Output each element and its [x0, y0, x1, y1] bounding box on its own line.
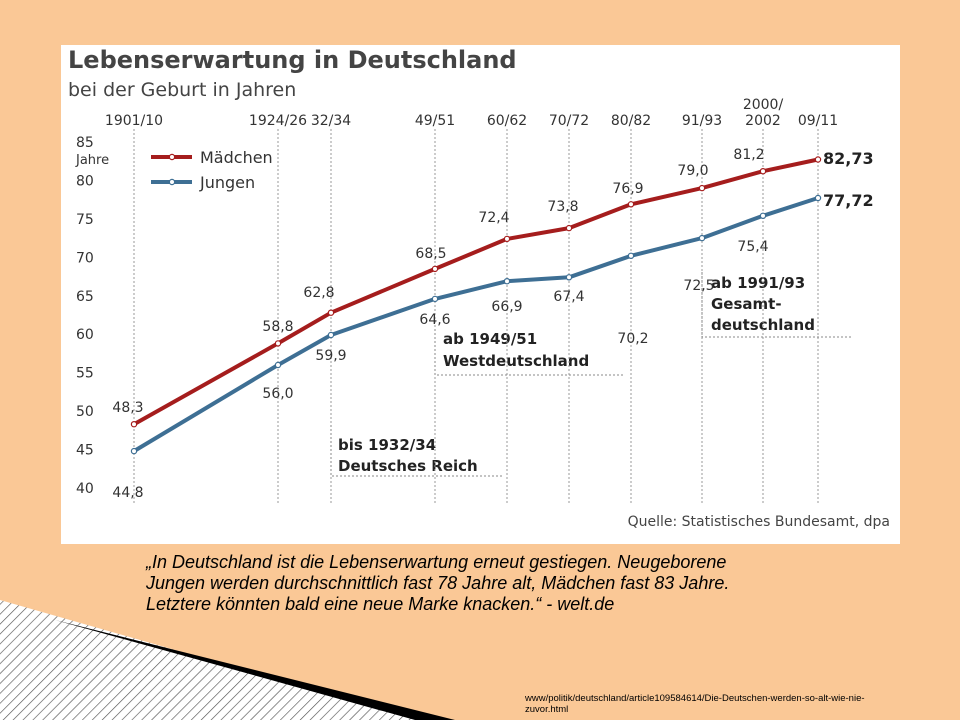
data-point [274, 340, 282, 347]
chart-subtitle: bei der Geburt in Jahren [68, 79, 296, 101]
data-label: 44,8 [112, 485, 143, 501]
end-value-label: 77,72 [823, 191, 874, 210]
source-url: www/politik/deutschland/article109584614… [525, 693, 865, 715]
y-tick-label: 60 [76, 327, 94, 343]
data-point [627, 252, 635, 259]
data-label: 72,4 [478, 210, 509, 226]
data-label: 67,4 [553, 289, 584, 305]
data-label: 58,8 [262, 319, 293, 335]
x-tick-label: 09/11 [798, 113, 838, 129]
data-point [759, 167, 767, 175]
data-point [503, 277, 511, 285]
data-label: 70,2 [617, 331, 648, 347]
data-label: 76,9 [612, 181, 643, 197]
y-unit-label: Jahre [75, 153, 109, 168]
chart-panel: Lebenserwartung in Deutschland bei der G… [61, 45, 900, 544]
data-point [274, 361, 282, 369]
data-point [565, 224, 573, 232]
annotation-deutsches-reich-line1: bis 1932/34 [338, 436, 436, 454]
x-tick-label: 70/72 [549, 113, 589, 129]
data-point [627, 201, 635, 208]
y-tick-label: 85 [76, 135, 94, 151]
hatched-stripe [0, 600, 420, 720]
data-label: 66,9 [491, 299, 522, 315]
x-tick-label: 32/34 [311, 113, 351, 129]
data-point [130, 447, 138, 455]
annotation-gesamtdeutschland-line1: ab 1991/93 [711, 274, 805, 292]
x-tick-label: 2000/ [743, 97, 784, 113]
series-line [133, 157, 819, 426]
annotation-deutsches-reich-line2: Deutsches Reich [338, 457, 478, 475]
data-label: 79,0 [677, 163, 708, 179]
y-tick-label: 70 [76, 250, 94, 266]
data-point [814, 156, 822, 163]
data-point [814, 194, 822, 202]
y-tick-label: 45 [76, 443, 94, 459]
annotation-gesamtdeutschland: ab 1991/93 Gesamt- deutschland [711, 274, 815, 334]
black-stripe [55, 620, 455, 720]
annotation-westdeutschland-line2: Westdeutschland [443, 352, 589, 370]
life-expectancy-chart: Lebenserwartung in Deutschland bei der G… [68, 46, 890, 530]
data-point [130, 421, 138, 428]
data-label: 81,2 [733, 147, 764, 163]
x-tick-label: 1924/26 [249, 113, 307, 129]
data-point [503, 235, 511, 243]
legend-label: Jungen [199, 173, 255, 192]
annotation-bracket [330, 425, 503, 477]
data-point [698, 184, 706, 192]
y-tick-label: 50 [76, 404, 94, 420]
data-label: 73,8 [547, 199, 578, 215]
data-label: 56,0 [262, 386, 293, 402]
y-tick-label: 65 [76, 289, 94, 305]
annotation-deutsches-reich: bis 1932/34 Deutsches Reich [338, 436, 478, 475]
data-label: 72,5 [683, 278, 714, 294]
x-tick-label: 91/93 [682, 113, 722, 129]
data-point [327, 331, 335, 339]
x-tick-label: 60/62 [487, 113, 527, 129]
chart-title: Lebenserwartung in Deutschland [68, 46, 517, 74]
x-tick-label: 80/82 [611, 113, 651, 129]
x-tick-label: 49/51 [415, 113, 455, 129]
annotation-bracket [434, 329, 624, 376]
legend-label: Mädchen [200, 148, 273, 167]
chart-source: Quelle: Statistisches Bundesamt, dpa [628, 514, 890, 530]
data-label: 64,6 [419, 312, 450, 328]
data-point [698, 234, 706, 242]
annotation-westdeutschland: ab 1949/51 Westdeutschland [443, 330, 589, 370]
x-tick-label: 1901/10 [105, 113, 163, 129]
data-point [759, 212, 767, 219]
data-point [431, 265, 439, 273]
data-point [431, 295, 439, 303]
legend-marker [168, 153, 176, 161]
legend-marker [168, 178, 176, 186]
y-tick-label: 75 [76, 212, 94, 228]
annotation-westdeutschland-line1: ab 1949/51 [443, 330, 537, 348]
x-tick-label: 2002 [745, 113, 781, 129]
data-label: 68,5 [415, 246, 446, 262]
annotation-bracket [701, 272, 851, 338]
data-label: 62,8 [303, 285, 334, 301]
data-point [327, 309, 335, 316]
y-tick-label: 40 [76, 481, 94, 497]
data-point [565, 274, 573, 281]
data-label: 75,4 [737, 239, 768, 255]
series-line [132, 196, 819, 453]
y-tick-label: 80 [76, 173, 94, 189]
end-value-label: 82,73 [823, 149, 874, 168]
data-label: 59,9 [315, 348, 346, 364]
data-label: 48,3 [112, 400, 143, 416]
y-tick-label: 55 [76, 366, 94, 382]
quote-text: „In Deutschland ist die Lebenserwartung … [146, 552, 730, 614]
annotation-gesamtdeutschland-line2: Gesamt- [711, 295, 782, 313]
